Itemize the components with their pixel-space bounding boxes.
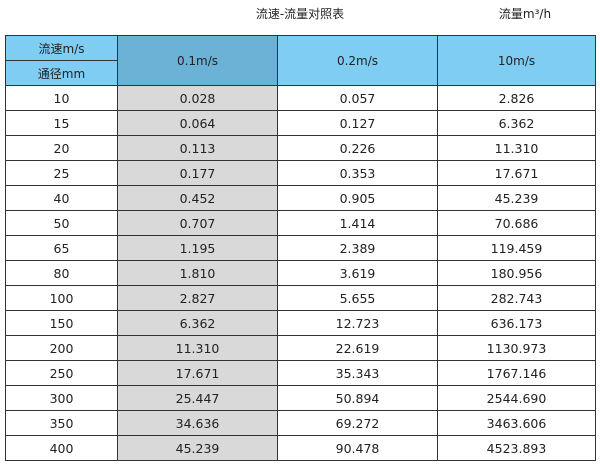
flow-cell: 2544.690 (437, 385, 596, 411)
flow-cell: 636.173 (437, 310, 596, 336)
flow-cell: 45.239 (117, 435, 278, 461)
table-row: 200 11.310 22.619 1130.973 (5, 335, 596, 361)
flow-cell: 0.452 (117, 185, 278, 211)
table-row: 20 0.113 0.226 11.310 (5, 135, 596, 161)
flow-cell: 180.956 (437, 260, 596, 286)
diameter-cell: 15 (5, 110, 118, 136)
table-row: 15 0.064 0.127 6.362 (5, 110, 596, 136)
diameter-cell: 65 (5, 235, 118, 261)
flow-cell: 0.177 (117, 160, 278, 186)
flow-cell: 6.362 (117, 310, 278, 336)
table-row: 100 2.827 5.655 282.743 (5, 285, 596, 311)
flow-cell: 25.447 (117, 385, 278, 411)
flow-cell: 12.723 (277, 310, 438, 336)
velocity-header: 流速m/s (5, 35, 118, 61)
flow-cell: 2.389 (277, 235, 438, 261)
flow-cell: 0.064 (117, 110, 278, 136)
flow-cell: 3463.606 (437, 410, 596, 436)
flow-cell: 6.362 (437, 110, 596, 136)
flow-cell: 0.226 (277, 135, 438, 161)
table-row: 350 34.636 69.272 3463.606 (5, 410, 596, 436)
table-row: 150 6.362 12.723 636.173 (5, 310, 596, 336)
header-row-2: 通径mm (5, 60, 596, 86)
flow-cell: 1767.146 (437, 360, 596, 386)
column-header-10: 10m/s (437, 35, 596, 86)
diameter-cell: 20 (5, 135, 118, 161)
header-row: 流速m/s 0.1m/s 0.2m/s 10m/s (5, 35, 596, 86)
diameter-cell: 25 (5, 160, 118, 186)
flow-cell: 17.671 (437, 160, 596, 186)
flow-cell: 5.655 (277, 285, 438, 311)
flow-cell: 4523.893 (437, 435, 596, 461)
flow-cell: 0.707 (117, 210, 278, 236)
table-row: 40 0.452 0.905 45.239 (5, 185, 596, 211)
table-row: 80 1.810 3.619 180.956 (5, 260, 596, 286)
flow-cell: 22.619 (277, 335, 438, 361)
flow-cell: 1.414 (277, 210, 438, 236)
flow-cell: 50.894 (277, 385, 438, 411)
diameter-cell: 80 (5, 260, 118, 286)
diameter-cell: 150 (5, 310, 118, 336)
flow-cell: 0.353 (277, 160, 438, 186)
table-title: 流速-流量对照表 (255, 7, 345, 21)
table-row: 400 45.239 90.478 4523.893 (5, 435, 596, 461)
flow-cell: 0.905 (277, 185, 438, 211)
flow-cell: 70.686 (437, 210, 596, 236)
diameter-cell: 50 (5, 210, 118, 236)
flow-cell: 3.619 (277, 260, 438, 286)
flow-cell: 1130.973 (437, 335, 596, 361)
diameter-cell: 10 (5, 85, 118, 111)
table-row: 10 0.028 0.057 2.826 (5, 85, 596, 111)
flow-cell: 45.239 (437, 185, 596, 211)
table-row: 65 1.195 2.389 119.459 (5, 235, 596, 261)
flow-cell: 35.343 (277, 360, 438, 386)
diameter-cell: 400 (5, 435, 118, 461)
flow-cell: 2.826 (437, 85, 596, 111)
diameter-cell: 300 (5, 385, 118, 411)
column-header-0.2: 0.2m/s (277, 35, 438, 86)
column-header-0.1: 0.1m/s (117, 35, 278, 86)
flow-cell: 0.127 (277, 110, 438, 136)
flow-cell: 1.810 (117, 260, 278, 286)
diameter-cell: 250 (5, 360, 118, 386)
table-row: 25 0.177 0.353 17.671 (5, 160, 596, 186)
flow-cell: 17.671 (117, 360, 278, 386)
flow-cell: 0.057 (277, 85, 438, 111)
flow-cell: 11.310 (117, 335, 278, 361)
table-row: 300 25.447 50.894 2544.690 (5, 385, 596, 411)
flow-unit-label: 流量m³/h (498, 7, 552, 21)
flow-velocity-table: 流速m/s 0.1m/s 0.2m/s 10m/s 通径mm 10 0.028 0.… (5, 35, 596, 461)
flow-cell: 1.195 (117, 235, 278, 261)
diameter-cell: 350 (5, 410, 118, 436)
flow-cell: 0.028 (117, 85, 278, 111)
flow-cell: 119.459 (437, 235, 596, 261)
flow-cell: 90.478 (277, 435, 438, 461)
flow-cell: 69.272 (277, 410, 438, 436)
table-row: 250 17.671 35.343 1767.146 (5, 360, 596, 386)
diameter-cell: 40 (5, 185, 118, 211)
diameter-cell: 100 (5, 285, 118, 311)
diameter-cell: 200 (5, 335, 118, 361)
table-row: 50 0.707 1.414 70.686 (5, 210, 596, 236)
diameter-header: 通径mm (5, 60, 118, 86)
flow-cell: 0.113 (117, 135, 278, 161)
flow-cell: 282.743 (437, 285, 596, 311)
flow-cell: 34.636 (117, 410, 278, 436)
flow-cell: 11.310 (437, 135, 596, 161)
flow-cell: 2.827 (117, 285, 278, 311)
